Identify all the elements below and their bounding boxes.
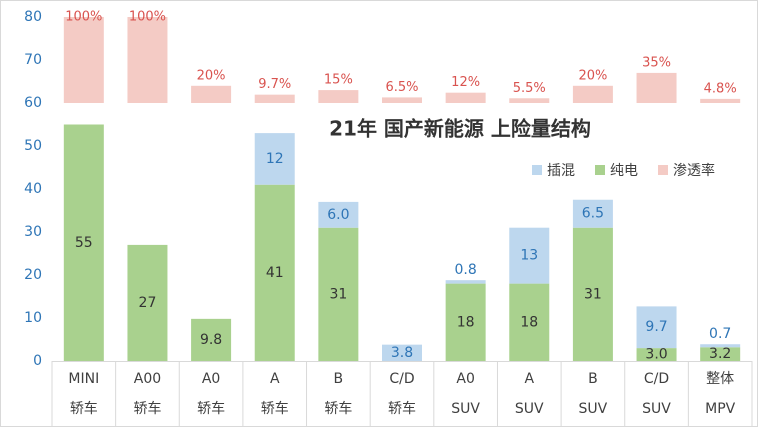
y-tick-label: 30	[24, 224, 42, 240]
y-tick-label: 60	[24, 95, 42, 111]
y-tick-label: 40	[24, 181, 42, 197]
bar-segment	[572, 227, 613, 361]
rate-bar	[382, 97, 422, 103]
rate-bar	[636, 72, 677, 103]
x-group-label: SUV	[642, 401, 671, 417]
rate-bar	[63, 17, 104, 103]
value-label: 6.5	[582, 206, 604, 222]
value-label: 41	[266, 265, 284, 281]
value-label: 27	[139, 295, 157, 311]
x-group-label: 轿车	[70, 400, 98, 417]
bar-segment	[509, 283, 550, 361]
rate-bar	[445, 92, 486, 103]
x-tick-label: B	[588, 371, 598, 387]
y-tick-label: 50	[24, 138, 42, 154]
x-group-label: 轿车	[388, 400, 416, 417]
y-tick-label: 20	[24, 267, 42, 283]
legend-swatch	[658, 165, 668, 175]
bar-segment	[700, 347, 741, 361]
bar-segment	[191, 318, 232, 361]
legend-label: 渗透率	[673, 162, 715, 179]
value-label: 3.2	[709, 346, 731, 362]
x-tick-label: C/D	[644, 371, 669, 387]
rate-label: 20%	[197, 68, 226, 83]
bar-segment	[636, 348, 677, 361]
bar-segment	[254, 184, 295, 361]
rate-bar	[254, 94, 295, 103]
x-group-label: 轿车	[261, 400, 289, 417]
value-label: 31	[329, 286, 347, 302]
value-label: 9.8	[200, 332, 222, 348]
rate-bar	[318, 90, 359, 103]
rate-label: 35%	[642, 55, 671, 70]
x-tick-label: A	[524, 371, 534, 387]
value-label: 3.0	[645, 347, 667, 363]
x-tick-label: A0	[456, 371, 474, 387]
rate-label: 5.5%	[513, 81, 546, 96]
x-group-label: MPV	[705, 401, 736, 417]
legend-label: 纯电	[610, 163, 638, 179]
value-label: 6.0	[327, 207, 349, 223]
x-group-label: 轿车	[324, 400, 352, 417]
bar-segment	[700, 344, 741, 348]
rate-label: 12%	[451, 75, 480, 90]
value-label: 55	[75, 235, 93, 251]
y-tick-label: 0	[33, 353, 42, 369]
value-label: 0.8	[455, 262, 477, 278]
x-tick-label: A	[270, 371, 280, 387]
x-group-label: 轿车	[197, 400, 225, 417]
x-group-label: SUV	[579, 401, 608, 417]
rate-label: 9.7%	[258, 77, 291, 92]
bar-segment	[318, 201, 359, 228]
rate-label: 100%	[65, 10, 102, 25]
x-group-label: SUV	[515, 401, 544, 417]
bar-segment	[382, 344, 422, 361]
bar-segment	[445, 280, 486, 284]
bar-segment	[254, 133, 295, 185]
rate-label: 100%	[129, 10, 166, 25]
x-tick-label: A0	[202, 371, 220, 387]
y-tick-label: 80	[24, 9, 42, 25]
x-tick-label: 整体	[706, 371, 734, 387]
x-group-label: 轿车	[133, 400, 161, 417]
value-label: 18	[520, 314, 538, 330]
x-tick-label: B	[334, 371, 344, 387]
legend-swatch	[595, 165, 605, 175]
chart-title: 21年 国产新能源 上险量结构	[329, 117, 591, 141]
rate-label: 4.8%	[704, 81, 737, 96]
x-group-label: SUV	[451, 401, 480, 417]
value-label: 0.7	[709, 326, 731, 342]
value-label: 13	[520, 248, 538, 264]
bar-segment	[63, 124, 104, 361]
bar-segment	[636, 306, 677, 349]
x-tick-label: A00	[134, 371, 161, 387]
bar-segment	[509, 227, 550, 284]
value-label: 31	[584, 286, 602, 302]
value-label: 12	[266, 151, 284, 167]
rate-bar	[572, 85, 613, 103]
x-tick-label: MINI	[68, 371, 99, 387]
bar-segment	[445, 283, 486, 361]
x-tick-label: C/D	[389, 371, 414, 387]
bar-segment	[572, 199, 613, 228]
value-label: 18	[457, 314, 475, 330]
rate-bar	[127, 17, 168, 103]
rate-bar	[700, 98, 741, 103]
value-label: 3.8	[391, 345, 413, 361]
rate-bar	[191, 85, 232, 103]
y-tick-label: 10	[24, 310, 42, 326]
value-label: 9.7	[645, 319, 667, 335]
legend-label: 插混	[547, 163, 575, 179]
y-tick-label: 70	[24, 52, 42, 68]
rate-label: 15%	[324, 73, 353, 88]
rate-label: 20%	[578, 68, 607, 83]
rate-label: 6.5%	[385, 80, 418, 95]
bar-segment	[127, 244, 168, 361]
bar-segment	[318, 227, 359, 361]
legend-swatch	[532, 165, 542, 175]
rate-bar	[509, 98, 550, 103]
